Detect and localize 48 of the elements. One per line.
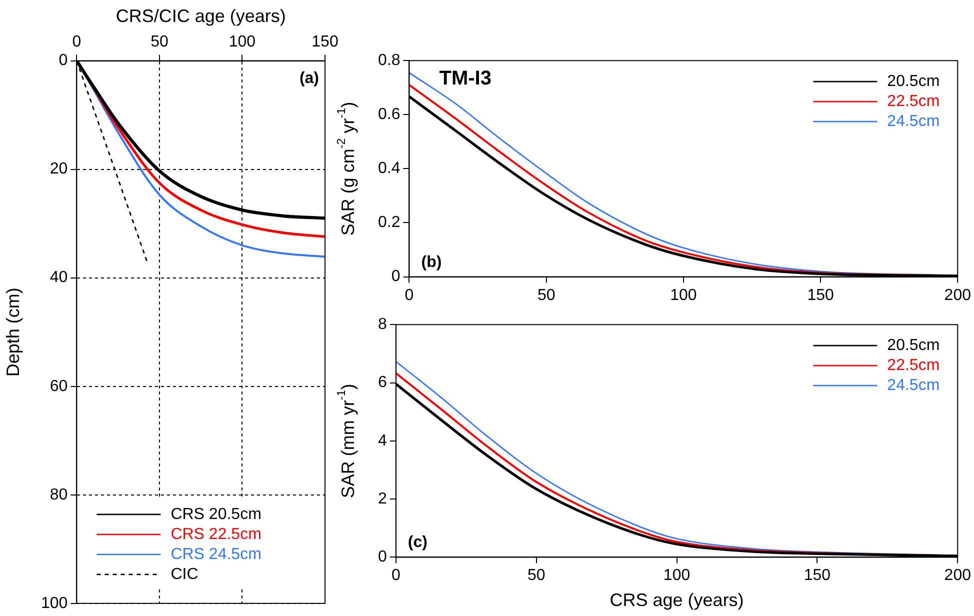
y-tick-label: 2 [378,490,387,508]
legend-label: 24.5cm [887,113,940,130]
x-tick-label: 150 [807,286,834,304]
y-tick-label: 6 [378,374,387,392]
y-axis-title: Depth (cm) [2,288,23,377]
legend-label: 22.5cm [887,93,940,110]
y-tick-label: 80 [50,486,68,504]
y-tick-label: 0 [391,268,400,286]
y-tick-label: 0.2 [378,214,400,232]
y-tick-label: 40 [50,269,68,286]
legend-label: CIC [170,566,198,583]
x-tick-label: 200 [944,567,972,584]
x-tick-label: 50 [537,286,556,304]
x-tick-label: 50 [150,34,168,51]
y-axis-title: SAR (mm yr-1) [335,384,358,498]
annotation: (a) [299,70,319,87]
y-tick-label: 100 [40,594,68,612]
annotation: (b) [421,254,442,271]
legend-label: CRS 20.5cm [170,506,262,523]
y-tick-label: 4 [378,432,387,450]
y-tick-label: 0 [378,548,387,566]
x-tick-label: 150 [312,34,338,51]
x-tick-label: 100 [228,34,256,51]
x-axis-title: CRS/CIC age (years) [116,6,286,26]
x-tick-label: 100 [670,286,697,304]
x-axis-title: CRS age (years) [610,590,744,610]
x-tick-label: 200 [944,286,972,304]
legend-label: CRS 24.5cm [170,546,262,563]
y-tick-label: 0.8 [378,52,400,70]
legend-label: 22.5cm [887,357,940,374]
annotation: TM-I3 [439,68,492,90]
y-tick-label: 60 [50,378,68,395]
legend-label: 20.5cm [887,73,940,90]
legend-label: 20.5cm [887,337,940,354]
x-tick-label: 150 [804,567,831,584]
y-tick-label: 0 [58,52,68,70]
x-tick-label: 0 [72,34,82,51]
legend-label: 24.5cm [887,377,940,394]
y-tick-label: 0.6 [378,106,400,124]
y-tick-label: 0.4 [378,160,400,178]
x-tick-label: 0 [404,286,414,304]
x-tick-label: 50 [527,567,546,584]
legend-label: CRS 22.5cm [170,526,262,543]
y-tick-label: 8 [378,316,387,334]
x-tick-label: 100 [663,567,690,584]
annotation: (c) [408,534,428,552]
y-tick-label: 20 [50,160,68,178]
y-axis-title: SAR (g cm-2 yr-1) [335,102,358,236]
